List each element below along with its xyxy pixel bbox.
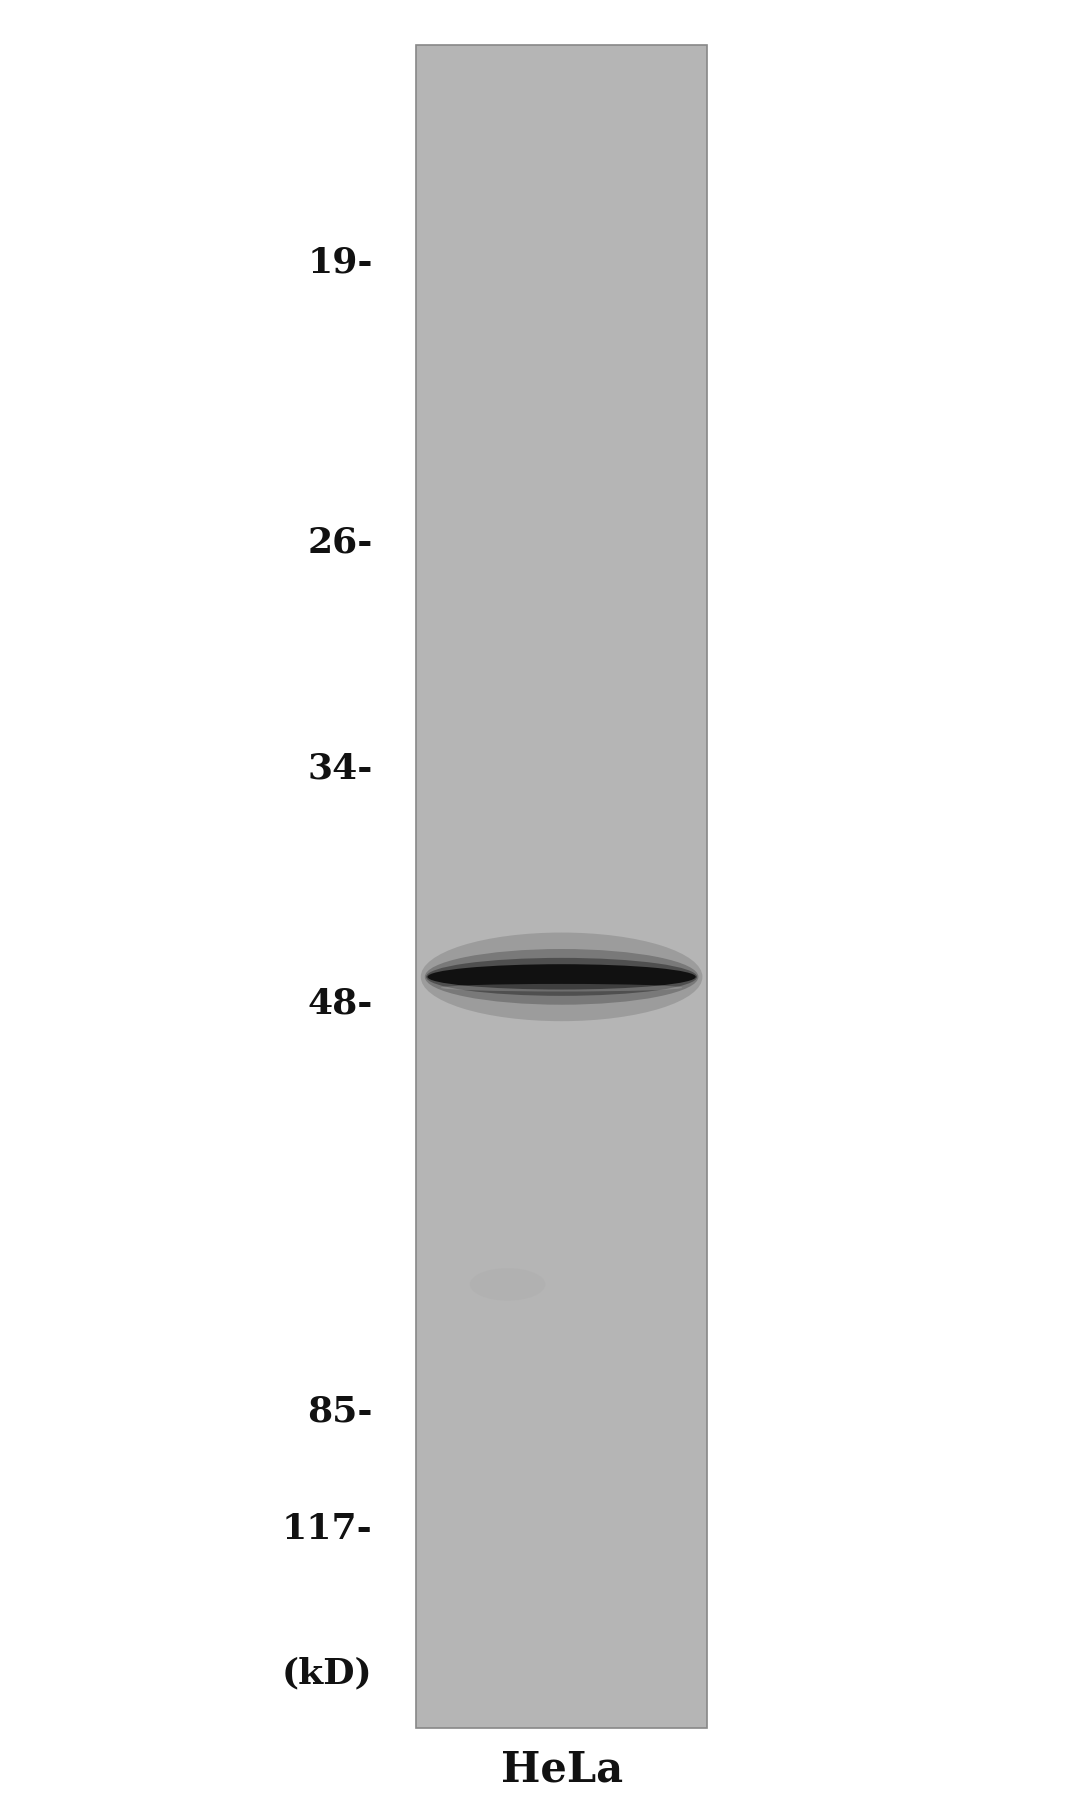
Text: 85-: 85- bbox=[307, 1395, 373, 1427]
Ellipse shape bbox=[424, 950, 699, 1004]
Text: HeLa: HeLa bbox=[500, 1747, 623, 1791]
Text: 34-: 34- bbox=[307, 753, 373, 785]
Ellipse shape bbox=[441, 984, 683, 991]
Bar bbox=[416, 45, 707, 1728]
Ellipse shape bbox=[428, 964, 696, 990]
Text: 48-: 48- bbox=[307, 988, 373, 1020]
Ellipse shape bbox=[421, 933, 702, 1020]
Text: 117-: 117- bbox=[282, 1512, 373, 1545]
Ellipse shape bbox=[427, 959, 697, 995]
Text: 26-: 26- bbox=[307, 526, 373, 559]
Text: (kD): (kD) bbox=[282, 1657, 373, 1690]
Text: 19-: 19- bbox=[307, 246, 373, 279]
Ellipse shape bbox=[470, 1268, 545, 1301]
